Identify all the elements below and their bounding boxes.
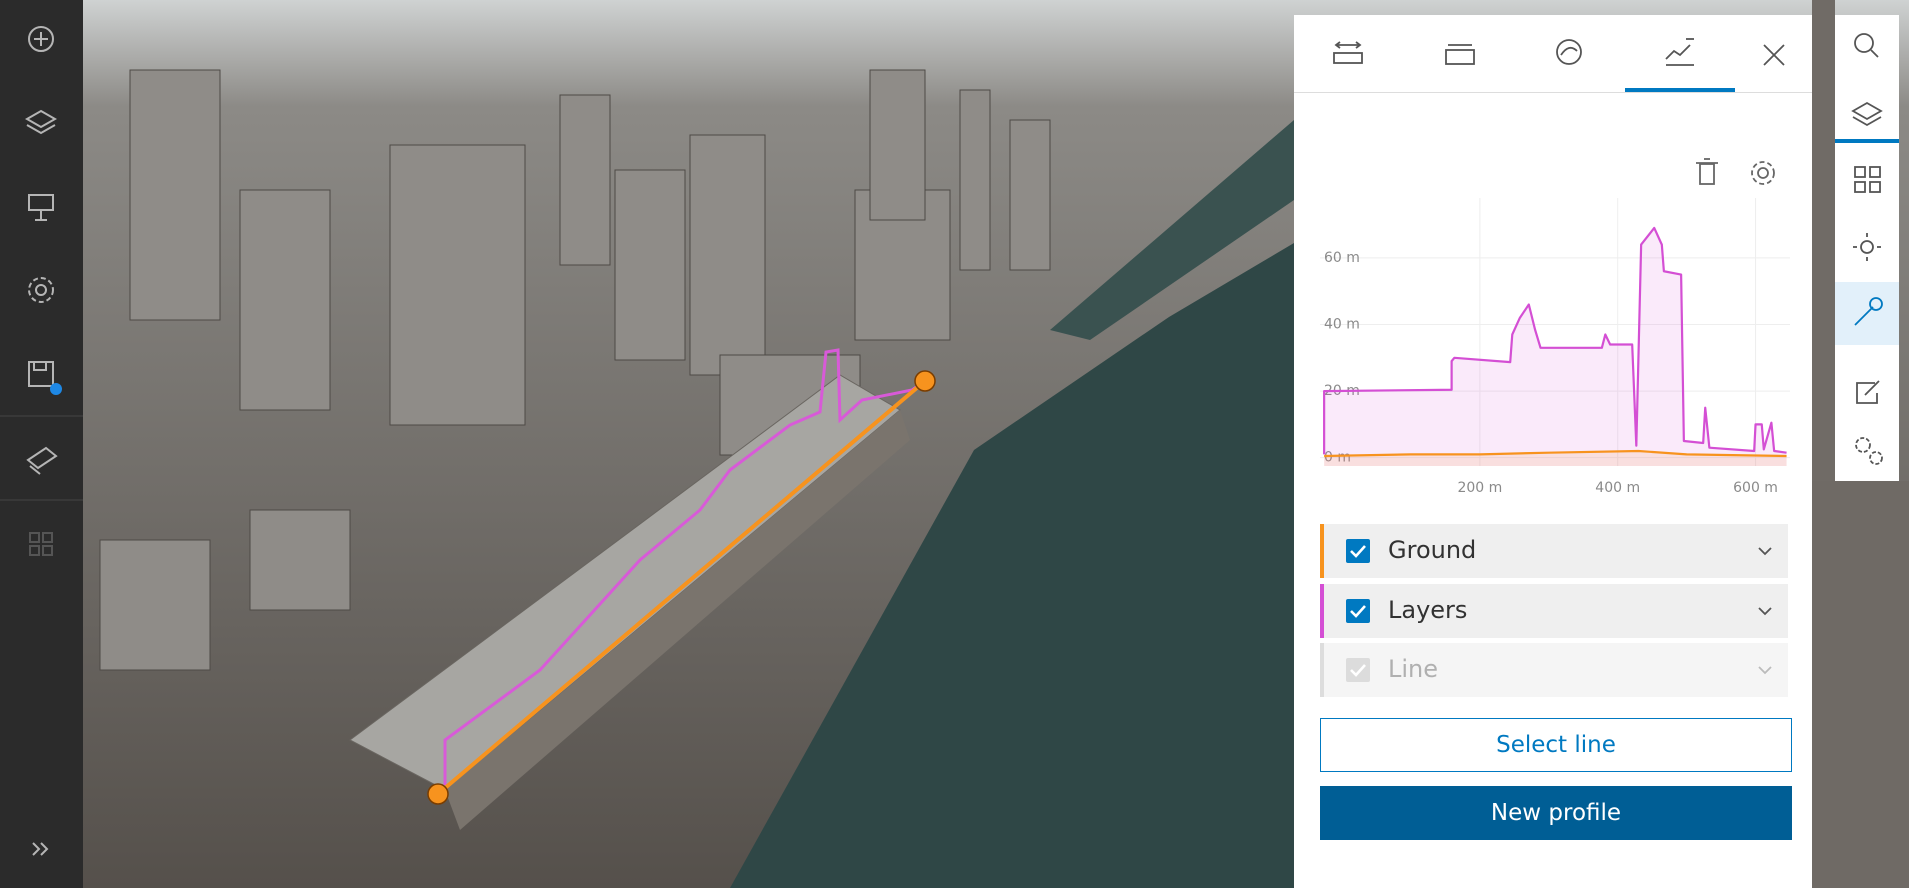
legend-item[interactable]: Ground [1320,524,1788,578]
share-button[interactable] [1856,380,1880,404]
y-tick-label: 60 m [1324,250,1360,266]
x-tick-label: 600 m [1733,480,1778,496]
toolbar-icons [1835,33,1899,465]
series-line [1324,449,1787,458]
right-toolbar [1835,15,1899,481]
check-mark [1350,545,1366,558]
layers-button[interactable] [1851,101,1883,127]
clear-button[interactable] [1696,158,1718,185]
expand-chevron[interactable] [1756,602,1774,620]
check-mark [1350,664,1366,677]
apps-button[interactable] [29,532,53,556]
tool-tabs [1294,15,1812,93]
area-tab[interactable] [1445,44,1475,65]
expand-chevron[interactable] [1756,661,1774,679]
elevation-profile-panel: 0 m 20 m 40 m 60 m 200 m 400 m 600 m Ground La… [1294,15,1812,888]
unsaved-dot [50,383,62,395]
sidebar-icons [0,26,83,856]
x-tick-label: 200 m [1457,480,1502,496]
settings-button[interactable] [1855,437,1883,465]
measure-button[interactable] [26,446,58,475]
layers-button[interactable] [24,109,58,135]
y-tick-label: 40 m [1324,317,1360,333]
series-line [1323,226,1787,455]
add-button[interactable] [28,26,54,52]
legend-label: Layers [1388,596,1468,624]
slice-tab[interactable] [1556,39,1582,65]
elevation-profile-tab[interactable] [1665,38,1694,66]
distance-tab[interactable] [1333,41,1363,64]
legend-label: Line [1388,655,1439,683]
save-button[interactable] [28,361,54,387]
legend-label: Ground [1388,536,1477,564]
daylight-button[interactable] [1853,233,1881,261]
checkbox[interactable] [1346,599,1370,623]
series-area [1324,227,1787,466]
settings-button[interactable] [28,277,54,303]
basemap-button[interactable] [1854,166,1881,193]
y-tick-label: 0 m [1324,450,1351,466]
new-profile-button[interactable]: New profile [1320,786,1792,840]
check-mark [1350,605,1366,618]
slides-button[interactable] [28,194,54,221]
legend-item[interactable]: Line [1320,643,1788,697]
select-line-button[interactable]: Select line [1320,718,1792,772]
checkbox[interactable] [1346,539,1370,563]
sidebar [0,0,83,888]
expand-button[interactable] [32,842,49,856]
chart-actions [1696,158,1775,185]
settings-button[interactable] [1751,161,1775,185]
tab-icons [1333,38,1785,92]
active-indicator [1835,139,1899,143]
expand-chevron[interactable] [1756,542,1774,560]
checkbox[interactable] [1346,658,1370,682]
active-tab-indicator [1625,88,1735,92]
x-tick-label: 400 m [1595,480,1640,496]
legend-item[interactable]: Layers [1320,584,1788,638]
search-button[interactable] [1854,33,1879,58]
tools-button[interactable] [1854,297,1883,326]
close-button[interactable] [1763,44,1785,66]
